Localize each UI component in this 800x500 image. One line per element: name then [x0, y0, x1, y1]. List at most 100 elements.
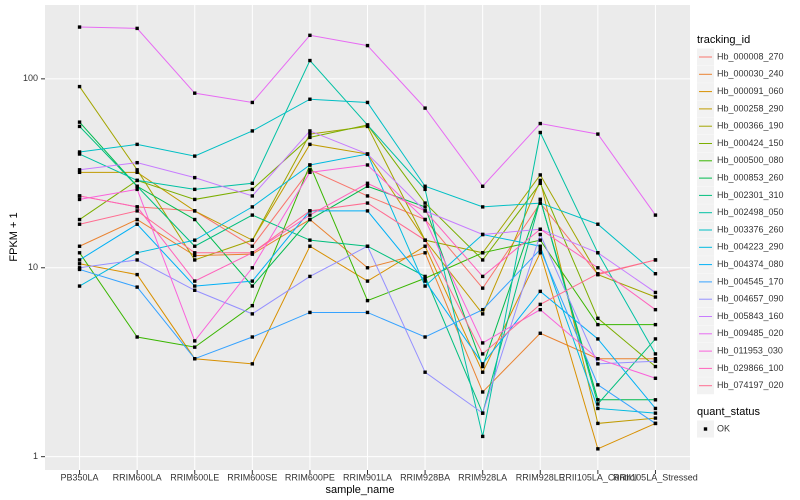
data-point — [423, 279, 427, 283]
data-point — [423, 187, 427, 192]
data-point — [365, 163, 370, 167]
x-tick-label: RRIM600LA — [113, 472, 162, 482]
data-point — [653, 337, 658, 341]
data-point — [480, 274, 485, 279]
x-tick-label: RRII105LA_Stressed — [613, 472, 698, 482]
data-point — [250, 129, 255, 133]
data-point — [653, 364, 658, 369]
data-point — [135, 26, 139, 31]
data-point — [308, 168, 312, 172]
data-point — [596, 402, 600, 406]
data-point — [596, 251, 600, 255]
data-point — [653, 411, 658, 415]
y-tick-label: 100 — [23, 73, 38, 83]
data-point — [250, 213, 255, 217]
data-point — [423, 201, 427, 205]
data-point — [480, 184, 485, 188]
data-point — [423, 244, 427, 248]
data-point — [250, 312, 255, 316]
y-axis-title: FPKM + 1 — [8, 212, 20, 261]
data-point — [365, 209, 370, 213]
data-point — [77, 25, 82, 29]
legend-swatch — [703, 427, 708, 431]
data-point — [77, 258, 82, 262]
x-tick-label: PB350LA — [61, 472, 99, 482]
data-point — [308, 238, 312, 242]
data-point — [308, 244, 312, 248]
data-point — [77, 168, 82, 172]
data-point — [308, 310, 312, 315]
data-point — [365, 181, 370, 185]
legend-label: Hb_000500_080 — [717, 155, 784, 165]
data-point — [653, 322, 658, 327]
data-point — [135, 142, 139, 147]
legend-title: quant_status — [697, 406, 760, 418]
data-point — [423, 205, 427, 209]
data-point — [423, 238, 427, 242]
data-point — [308, 142, 312, 147]
legend-label: Hb_000091_060 — [717, 86, 784, 96]
data-point — [596, 447, 600, 451]
data-point — [596, 316, 600, 321]
data-point — [308, 213, 312, 217]
data-point — [538, 302, 542, 307]
data-point — [135, 168, 139, 172]
data-point — [135, 285, 139, 289]
data-point — [135, 178, 139, 183]
data-point — [596, 421, 600, 426]
data-point — [480, 205, 485, 209]
legend-label: Hb_000258_290 — [717, 103, 784, 113]
data-point — [308, 129, 312, 133]
data-point — [480, 390, 485, 394]
data-point — [538, 121, 542, 126]
data-point — [308, 170, 312, 175]
data-point — [135, 258, 139, 262]
data-point — [77, 194, 82, 198]
data-point — [480, 364, 485, 369]
data-point — [538, 244, 542, 248]
data-point — [538, 331, 542, 335]
data-point — [653, 359, 658, 363]
data-point — [365, 184, 370, 188]
legend-title: tracking_id — [697, 34, 750, 46]
data-point — [77, 150, 82, 154]
data-point — [193, 244, 197, 248]
x-tick-label: RRIM901LA — [343, 472, 392, 482]
data-point — [480, 362, 485, 366]
legend-label: Hb_004545_170 — [717, 276, 784, 286]
data-point — [538, 178, 542, 183]
data-point — [653, 258, 658, 262]
data-point — [653, 357, 658, 361]
data-point — [308, 209, 312, 213]
data-point — [308, 58, 312, 63]
data-point — [596, 337, 600, 341]
data-point — [135, 187, 139, 192]
data-point — [653, 307, 658, 312]
data-point — [538, 289, 542, 294]
data-point — [538, 247, 542, 252]
data-point — [480, 411, 485, 415]
data-point — [538, 227, 542, 231]
data-point — [77, 197, 82, 202]
data-point — [365, 266, 370, 270]
legend-label: Hb_009485_020 — [717, 328, 784, 338]
data-point — [365, 244, 370, 248]
data-point — [135, 222, 139, 226]
data-point — [193, 154, 197, 158]
data-point — [77, 152, 82, 156]
data-point — [308, 33, 312, 38]
data-point — [596, 272, 600, 276]
data-point — [308, 274, 312, 279]
data-point — [193, 279, 197, 283]
data-point — [538, 201, 542, 205]
data-point — [653, 295, 658, 299]
data-point — [193, 288, 197, 292]
data-point — [77, 266, 82, 270]
data-point — [480, 307, 485, 312]
data-point — [135, 209, 139, 213]
data-point — [653, 272, 658, 276]
data-point — [538, 181, 542, 185]
data-point — [250, 303, 255, 308]
data-point — [596, 357, 600, 361]
data-point — [193, 187, 197, 192]
